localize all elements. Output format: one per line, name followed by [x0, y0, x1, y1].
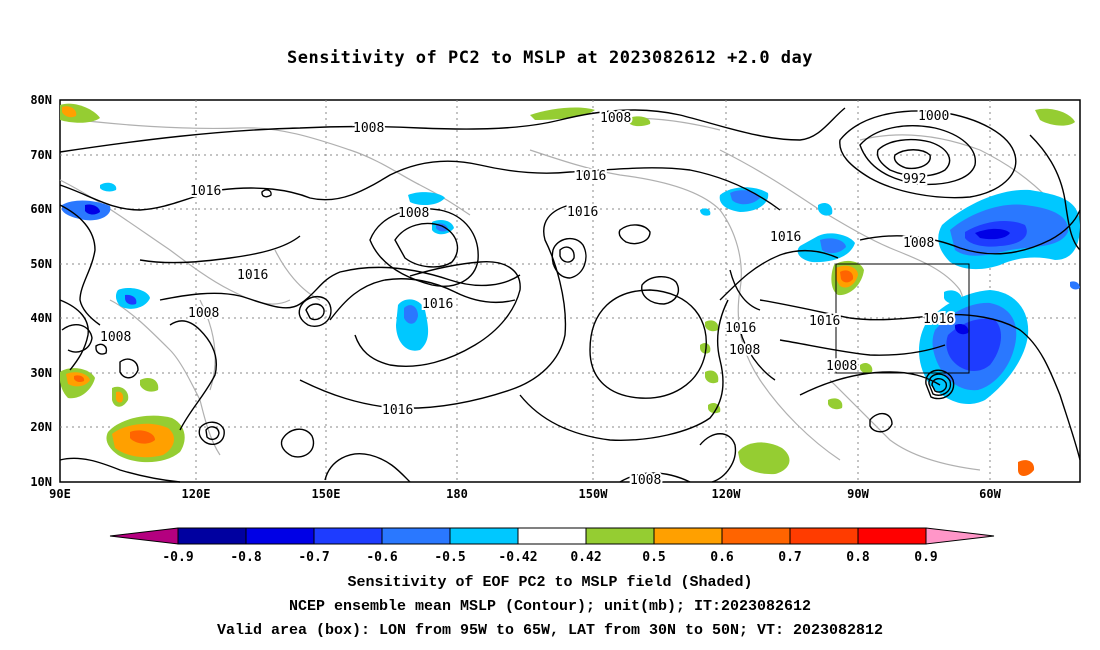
colorbar-swatch: [585, 527, 655, 545]
lon-label: 90W: [847, 487, 869, 501]
colorbar-label: 0.9: [914, 550, 937, 565]
colorbar-right-arrow: [925, 527, 995, 545]
lat-label: 70N: [30, 148, 52, 162]
mslp-contours: [59, 107, 1081, 483]
colorbar-swatch: [721, 527, 791, 545]
lat-label: 50N: [30, 257, 52, 271]
footer-line-1: Sensitivity of EOF PC2 to MSLP field (Sh…: [347, 574, 753, 591]
colorbar-label: 0.6: [710, 550, 734, 565]
lon-label: 120E: [182, 487, 211, 501]
contour-label: 1016: [725, 321, 756, 336]
contour-label: 1016: [575, 169, 606, 184]
longitude-labels: 90E 120E 150E 180 150W 120W 90W 60W: [49, 487, 1001, 501]
lon-label: 60W: [979, 487, 1001, 501]
contour-label: 1008: [903, 236, 934, 251]
contour-label: 1008: [630, 473, 661, 488]
colorbar-swatch: [857, 527, 927, 545]
colorbar: -0.9 -0.8 -0.7 -0.6 -0.5 -0.42 0.42 0.5 0.6 0.7 0.…: [109, 527, 995, 565]
colorbar-label: -0.7: [298, 550, 329, 565]
colorbar-swatch: [789, 527, 859, 545]
contour-label: 1016: [237, 268, 268, 283]
lon-label: 90E: [49, 487, 71, 501]
lat-label: 30N: [30, 366, 52, 380]
lon-label: 180: [446, 487, 468, 501]
lat-label: 20N: [30, 420, 52, 434]
contour-label: 1016: [923, 312, 954, 327]
colorbar-swatch: [653, 527, 723, 545]
contour-label: 1016: [422, 297, 453, 312]
contour-label: 1016: [770, 230, 801, 245]
grid-lines: [60, 100, 1080, 482]
contour-label: 1000: [918, 109, 949, 124]
coastlines: [59, 117, 1051, 471]
colorbar-left-arrow: [109, 527, 179, 545]
contour-labels: 1008 1008 1016 1008 1016 1016 1016 1016 …: [98, 107, 956, 490]
valid-area-box: [835, 263, 970, 374]
colorbar-label: 0.8: [846, 550, 870, 565]
colorbar-label: -0.42: [498, 550, 537, 565]
contour-label: 1008: [600, 111, 631, 126]
contour-label: 1016: [190, 184, 221, 199]
lat-label: 80N: [30, 93, 52, 107]
lat-label: 40N: [30, 311, 52, 325]
colorbar-label: -0.6: [366, 550, 397, 565]
colorbar-label: -0.8: [230, 550, 261, 565]
colorbar-swatch: [313, 527, 383, 545]
colorbar-label: -0.9: [162, 550, 193, 565]
footer-line-2: NCEP ensemble mean MSLP (Contour); unit(…: [288, 598, 812, 615]
colorbar-swatch: [449, 527, 519, 545]
contour-label: 1008: [826, 359, 857, 374]
contour-label: 1016: [382, 403, 413, 418]
colorbar-label: 0.7: [778, 550, 801, 565]
colorbar-label: 0.5: [642, 550, 665, 565]
contour-label: 992: [903, 172, 926, 187]
contour-label: 1016: [809, 314, 840, 329]
latitude-labels: 80N 70N 60N 50N 40N 30N 20N 10N: [30, 93, 52, 489]
lon-label: 150W: [579, 487, 609, 501]
lon-label: 120W: [712, 487, 742, 501]
lat-label: 60N: [30, 202, 52, 216]
colorbar-label: -0.5: [434, 550, 465, 565]
contour-label: 1008: [353, 121, 384, 136]
map-frame: [59, 99, 1081, 483]
contour-label: 1016: [567, 205, 598, 220]
contour-label: 1008: [729, 343, 760, 358]
contour-label: 1008: [398, 206, 429, 221]
colorbar-swatch: [381, 527, 451, 545]
lon-label: 150E: [312, 487, 341, 501]
lat-label: 10N: [30, 475, 52, 489]
colorbar-swatch: [177, 527, 247, 545]
contour-label: 1008: [100, 330, 131, 345]
contour-label: 1008: [188, 306, 219, 321]
colorbar-label: 0.42: [570, 550, 601, 565]
colorbar-swatch: [245, 527, 315, 545]
colorbar-swatch: [517, 527, 587, 545]
chart-title: Sensitivity of PC2 to MSLP at 2023082612…: [286, 48, 813, 68]
footer-line-3: Valid area (box): LON from 95W to 65W, L…: [216, 622, 884, 639]
sensitivity-shading: [60, 103, 1080, 476]
